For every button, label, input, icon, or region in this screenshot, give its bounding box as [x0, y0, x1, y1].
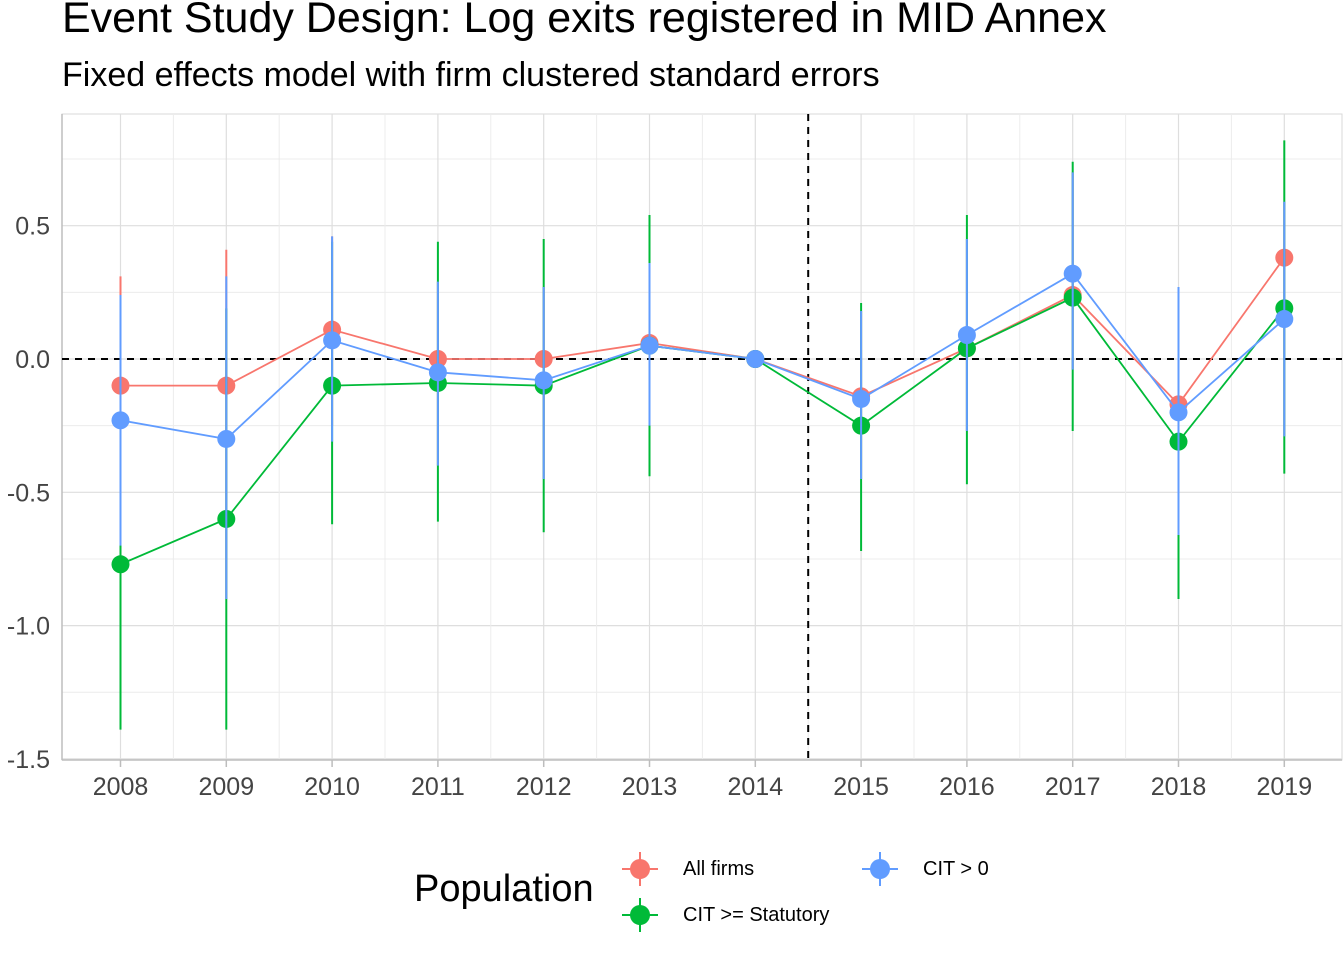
- data-point: [640, 336, 659, 355]
- legend-label-all-firms: All firms: [683, 858, 755, 880]
- data-point: [852, 389, 871, 408]
- data-point: [428, 363, 447, 382]
- x-tick-label: 2014: [727, 773, 783, 801]
- x-tick-label: 2012: [516, 773, 572, 801]
- data-point: [534, 371, 553, 390]
- series-line: [120, 257, 1286, 406]
- x-tick-label: 2009: [198, 773, 254, 801]
- chart-title: Event Study Design: Log exits registered…: [62, 0, 1107, 42]
- axis-ticks: 0.5 0.0 -0.5 -1.0 -1.5 2008 2009 2010 2011 2012 20…: [7, 114, 1342, 801]
- data-point: [1275, 310, 1294, 329]
- data-point: [111, 555, 130, 574]
- data-point: [323, 331, 342, 350]
- series-line: [120, 272, 1285, 440]
- x-tick-label: 2013: [622, 773, 678, 801]
- legend-key-cit-0: [862, 852, 898, 886]
- y-tick-label: 0.5: [15, 213, 50, 241]
- x-tick-label: 2019: [1256, 773, 1312, 801]
- chart-subtitle: Fixed effects model with firm clustered …: [62, 56, 880, 94]
- legend-key-point: [870, 859, 890, 879]
- x-tick-label: 2015: [833, 773, 889, 801]
- y-tick-label: 0.0: [15, 346, 50, 374]
- legend-label-cit-positive: CIT > 0: [923, 858, 989, 880]
- x-tick-label: 2008: [93, 773, 149, 801]
- data-point: [957, 326, 976, 345]
- series-cit-0: [111, 172, 1294, 599]
- x-tick-label: 2018: [1151, 773, 1207, 801]
- y-tick-label: -1.5: [7, 746, 50, 774]
- x-tick-label: 2016: [939, 773, 995, 801]
- legend-label-cit-statutory: CIT >= Statutory: [683, 904, 830, 926]
- data-point: [746, 350, 765, 368]
- legend-key-point: [630, 859, 650, 879]
- legend-title: Population: [414, 868, 594, 910]
- legend-key-all-firms: [622, 852, 658, 886]
- data-point: [111, 411, 130, 430]
- data-point: [217, 429, 236, 448]
- data-point: [1169, 403, 1188, 422]
- data-point: [1063, 264, 1082, 283]
- x-tick-label: 2017: [1045, 773, 1101, 801]
- legend-key-cit-statutory: [622, 898, 658, 932]
- x-tick-label: 2011: [411, 773, 465, 801]
- y-tick-label: -1.0: [7, 613, 50, 641]
- y-tick-label: -0.5: [7, 479, 50, 507]
- legend-key-point: [630, 905, 650, 925]
- series-layer: [111, 140, 1294, 730]
- x-tick-label: 2010: [304, 773, 360, 801]
